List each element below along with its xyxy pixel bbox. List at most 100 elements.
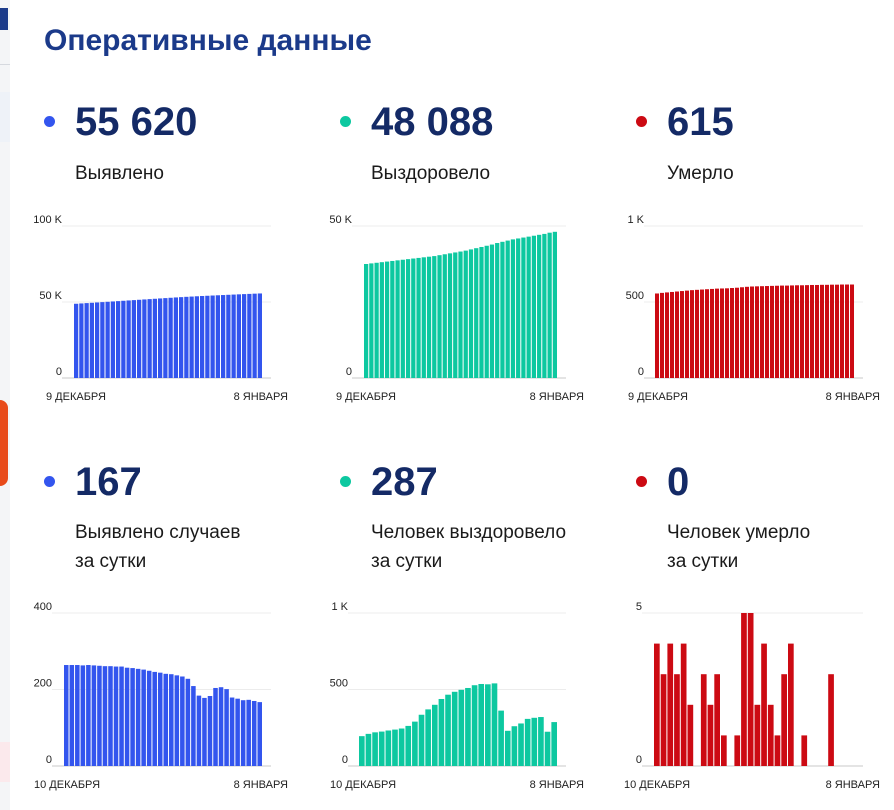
chart-bar[interactable] — [196, 695, 202, 766]
chart-bar[interactable] — [158, 298, 163, 378]
chart-bar[interactable] — [675, 291, 679, 378]
chart-bar[interactable] — [489, 244, 495, 378]
chart-bar[interactable] — [655, 293, 659, 378]
chart-bar[interactable] — [390, 260, 395, 378]
chart-bar[interactable] — [438, 698, 445, 766]
chart-bar[interactable] — [126, 300, 131, 378]
chart-bar[interactable] — [795, 285, 799, 378]
chart-bar[interactable] — [687, 704, 694, 766]
chart-bar[interactable] — [474, 248, 479, 378]
chart-bar[interactable] — [207, 696, 213, 766]
chart-bar[interactable] — [89, 302, 94, 378]
chart-bar[interactable] — [735, 287, 739, 378]
chart-bar[interactable] — [747, 613, 754, 766]
chart-bar[interactable] — [538, 717, 544, 766]
chart-bar[interactable] — [163, 298, 168, 378]
chart-bar[interactable] — [384, 261, 390, 378]
chart-bar[interactable] — [142, 299, 147, 378]
chart-bar[interactable] — [511, 726, 518, 766]
chart-bar[interactable] — [105, 301, 110, 378]
chart-bar[interactable] — [69, 665, 75, 766]
chart-bar[interactable] — [75, 665, 80, 766]
chart-bar[interactable] — [84, 303, 89, 378]
chart-bar[interactable] — [741, 613, 747, 766]
chart-bar[interactable] — [740, 287, 744, 378]
chart-bar[interactable] — [74, 303, 79, 378]
chart-bar[interactable] — [755, 286, 759, 378]
chart-bar[interactable] — [660, 292, 664, 378]
chart-bar[interactable] — [119, 666, 124, 766]
chart-bar[interactable] — [478, 683, 485, 766]
chart-bar[interactable] — [64, 665, 69, 766]
chart-bar[interactable] — [495, 243, 500, 378]
chart-bar[interactable] — [246, 699, 251, 766]
chart-bar[interactable] — [213, 687, 218, 766]
chart-bar[interactable] — [80, 665, 86, 766]
chart-bar[interactable] — [734, 735, 741, 766]
chart-bar[interactable] — [707, 704, 714, 766]
chart-bar[interactable] — [168, 297, 173, 378]
chart-bar[interactable] — [226, 294, 231, 378]
chart-bar[interactable] — [670, 291, 674, 378]
chart-bar[interactable] — [458, 689, 465, 766]
chart-bar[interactable] — [416, 257, 421, 378]
chart-bar[interactable] — [95, 302, 100, 378]
chart-bar[interactable] — [531, 717, 538, 766]
chart-bar[interactable] — [510, 239, 516, 378]
chart-bar[interactable] — [97, 665, 102, 766]
chart-bar[interactable] — [760, 286, 764, 378]
chart-bar[interactable] — [110, 301, 115, 378]
chart-bar[interactable] — [552, 231, 557, 378]
chart-bar[interactable] — [173, 297, 178, 378]
chart-bar[interactable] — [369, 263, 374, 378]
chart-bar[interactable] — [700, 674, 707, 766]
chart-bar[interactable] — [714, 674, 720, 766]
chart-bar[interactable] — [680, 643, 687, 766]
chart-bar[interactable] — [385, 730, 392, 767]
chart-bar[interactable] — [364, 264, 369, 378]
chart-bar[interactable] — [194, 296, 199, 378]
chart-bar[interactable] — [252, 293, 257, 378]
chart-bar[interactable] — [537, 234, 542, 378]
chart-bar[interactable] — [152, 298, 157, 378]
chart-bar[interactable] — [690, 290, 694, 378]
chart-bar[interactable] — [365, 733, 372, 766]
chart-bar[interactable] — [801, 735, 808, 766]
chart-bar[interactable] — [521, 237, 526, 378]
chart-bar[interactable] — [835, 284, 839, 378]
chart-bar[interactable] — [498, 710, 504, 766]
chart-bar[interactable] — [815, 284, 819, 378]
chart-bar[interactable] — [426, 256, 432, 378]
chart-bar[interactable] — [100, 302, 105, 378]
chart-bar[interactable] — [379, 262, 384, 378]
chart-bar[interactable] — [504, 730, 511, 766]
chart-bar[interactable] — [850, 284, 854, 378]
chart-bar[interactable] — [437, 255, 442, 378]
chart-bar[interactable] — [775, 285, 779, 378]
chart-bar[interactable] — [458, 251, 463, 378]
chart-bar[interactable] — [468, 249, 474, 378]
chart-bar[interactable] — [231, 294, 236, 378]
chart-bar[interactable] — [102, 666, 108, 766]
chart-bar[interactable] — [453, 252, 458, 378]
chart-bar[interactable] — [398, 728, 405, 766]
chart-bar[interactable] — [825, 284, 829, 378]
chart-bar[interactable] — [479, 246, 484, 378]
chart-bar[interactable] — [700, 289, 704, 378]
chart-bar[interactable] — [240, 700, 246, 766]
chart-bar[interactable] — [146, 670, 152, 766]
chart-bar[interactable] — [695, 289, 699, 378]
chart-bar[interactable] — [411, 258, 416, 378]
chart-bar[interactable] — [660, 674, 667, 766]
chart-bar[interactable] — [828, 674, 834, 766]
chart-bar[interactable] — [251, 700, 257, 766]
chart-bar[interactable] — [372, 732, 378, 766]
chart-bar[interactable] — [242, 294, 247, 378]
chart-bar[interactable] — [788, 643, 794, 766]
chart-bar[interactable] — [770, 285, 774, 378]
chart-bar[interactable] — [185, 678, 191, 766]
chart-bar[interactable] — [544, 731, 551, 766]
chart-bar[interactable] — [124, 667, 130, 766]
chart-bar[interactable] — [654, 643, 660, 766]
chart-bar[interactable] — [130, 668, 135, 766]
